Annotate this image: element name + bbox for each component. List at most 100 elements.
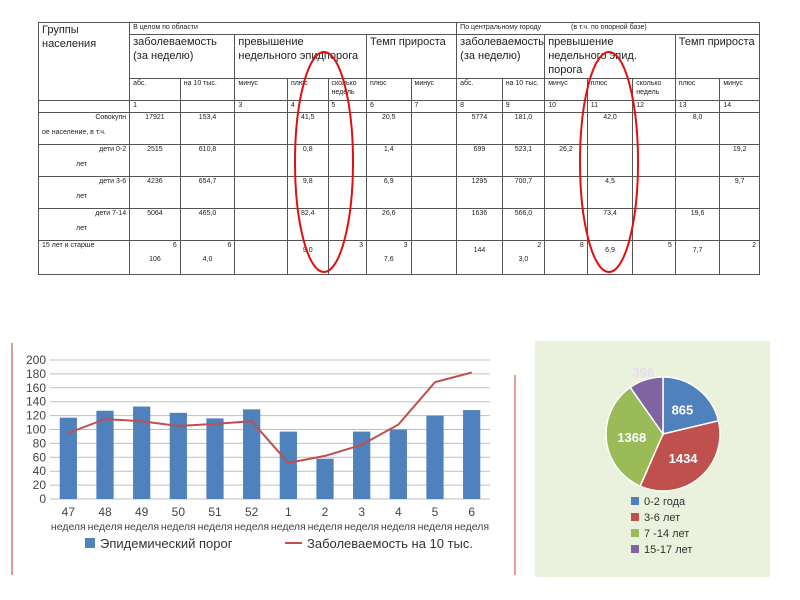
x-tick-sublabel: неделя xyxy=(198,521,233,533)
bar xyxy=(353,431,371,499)
pie-legend-label: 3-6 лет xyxy=(644,512,680,524)
table-cell: 699 xyxy=(456,144,503,177)
pie-legend-label: 15-17 лет xyxy=(644,544,692,556)
table-cell: 566,0 xyxy=(501,208,546,241)
x-tick-sublabel: неделя xyxy=(124,521,159,533)
y-tick-label: 100 xyxy=(26,423,46,437)
x-tick-sublabel: неделя xyxy=(344,521,379,533)
colnum-cell: 3 xyxy=(234,100,289,113)
legend-label-bar: Эпидемический порог xyxy=(100,536,233,551)
bar xyxy=(96,410,114,499)
colnum-cell: 6 xyxy=(365,100,412,113)
age-pie-chart: 865 1434 1368 396 0-2 года 3-6 лет 7 -14 лет 1… xyxy=(605,365,721,556)
table-cell: 17921 xyxy=(129,112,181,145)
cell-top: 8 xyxy=(579,242,584,249)
chart-grid xyxy=(50,359,490,500)
table-cell: 1,4 xyxy=(365,144,412,177)
table-cell: 6,9 xyxy=(365,176,412,209)
pie-labels: 865 1434 1368 396 xyxy=(617,365,698,466)
row-label-sub: ое население, в т.ч. xyxy=(42,128,106,136)
table-row: дети 3-6 лет 4236 654,7 9,8 6,9 1295 700,7 4,5 9,… xyxy=(37,176,760,209)
table-cell: 654,7 xyxy=(179,176,236,209)
cell-top: 3 xyxy=(359,242,363,249)
cell-top: 6 xyxy=(227,242,232,249)
bar xyxy=(426,415,444,499)
colnum-cell xyxy=(37,100,131,113)
table-cell xyxy=(234,112,289,145)
table-cell: 144 xyxy=(456,240,503,275)
table-cell xyxy=(234,144,289,177)
x-tick-sublabel: неделя xyxy=(234,521,269,533)
legend-swatch-bar xyxy=(85,538,95,548)
row-label: дети 0-2 лет xyxy=(37,144,131,177)
x-tick-label: 3 xyxy=(358,505,365,519)
table-cell: 0,8 xyxy=(287,144,329,177)
table-row: дети 7-14 лет 5064 465,0 82,4 26,6 1636 566,0 73… xyxy=(37,208,760,241)
subcol-header: сколько недель xyxy=(632,78,676,102)
bar xyxy=(243,409,261,499)
table-cell: 26,2 xyxy=(544,144,588,177)
pie-legend-swatch xyxy=(631,529,639,537)
x-tick-sublabel: неделя xyxy=(161,521,196,533)
x-tick-label: 2 xyxy=(322,505,329,519)
pie-value-label: 396 xyxy=(633,365,655,380)
row-label: дети 7-14 лет xyxy=(37,208,131,241)
table-cell: 9,0 xyxy=(287,240,329,275)
x-tick-sublabel: неделя xyxy=(51,521,86,533)
row-label-main: Совокупн xyxy=(95,114,127,121)
pie-legend-swatch xyxy=(631,497,639,505)
pie-legend-swatch xyxy=(631,513,639,521)
x-tick-sublabel: неделя xyxy=(271,521,306,533)
pie-slice xyxy=(662,376,720,435)
cell-top: 2 xyxy=(537,242,542,249)
cell-top: 2 xyxy=(752,242,756,249)
cell-bottom: 7,7 xyxy=(692,247,703,254)
subcol-header: минус xyxy=(719,78,760,102)
y-tick-label: 180 xyxy=(26,367,46,381)
colnum-cell: 13 xyxy=(674,100,721,113)
cell-top: 6 xyxy=(172,242,177,249)
table-cell xyxy=(586,144,634,177)
table-cell: 9,7 xyxy=(719,176,760,209)
bar xyxy=(316,458,334,499)
table-cell xyxy=(327,208,367,241)
x-tick-label: 4 xyxy=(395,505,402,519)
subcol-header: плюс xyxy=(365,78,412,102)
table-cell xyxy=(632,208,676,241)
table-cell: 465,0 xyxy=(179,208,236,241)
table-cell xyxy=(632,144,676,177)
group-header: Группы населения xyxy=(37,21,131,102)
subcol-header: на 10 тыс. xyxy=(179,78,236,102)
colnum-cell: 10 xyxy=(544,100,588,113)
row-label-sub: лет xyxy=(76,224,87,232)
cell-bottom xyxy=(636,251,672,256)
subcol-header: плюс xyxy=(287,78,329,102)
metric-header: превышение недельного эпидпорога xyxy=(234,33,367,80)
subcol-header: плюс xyxy=(674,78,721,102)
cell-top: 5 xyxy=(667,242,672,249)
region-header: В целом по области xyxy=(129,22,458,35)
table-cell: 8 xyxy=(544,240,588,275)
cell-bottom: 144 xyxy=(473,247,486,254)
table-cell: 19,6 xyxy=(674,208,721,241)
table-cell: 8,0 xyxy=(674,112,721,145)
x-tick-sublabel: неделя xyxy=(88,521,123,533)
pie-value-label: 865 xyxy=(672,402,694,417)
subcol-header: абс. xyxy=(456,78,503,102)
table-cell xyxy=(632,112,676,145)
city-header: По центральному городу (в т.ч. по опорной… xyxy=(456,22,760,35)
y-tick-label: 60 xyxy=(33,450,47,464)
table-cell: 19,2 xyxy=(719,144,760,177)
table-cell xyxy=(234,240,289,275)
table-cell: 6,9 xyxy=(586,240,634,275)
epidemic-table: Группы населения В целом по области По ц… xyxy=(37,21,761,275)
cell-bottom xyxy=(238,242,284,247)
x-tick-label: 48 xyxy=(98,505,112,519)
cell-bottom: 9,0 xyxy=(302,247,313,254)
cell-bottom: 106 xyxy=(149,255,161,263)
x-tick-sublabel: неделя xyxy=(381,521,416,533)
cell-bottom xyxy=(332,251,363,256)
table-cell: 42,0 xyxy=(586,112,634,145)
bar xyxy=(169,412,187,499)
